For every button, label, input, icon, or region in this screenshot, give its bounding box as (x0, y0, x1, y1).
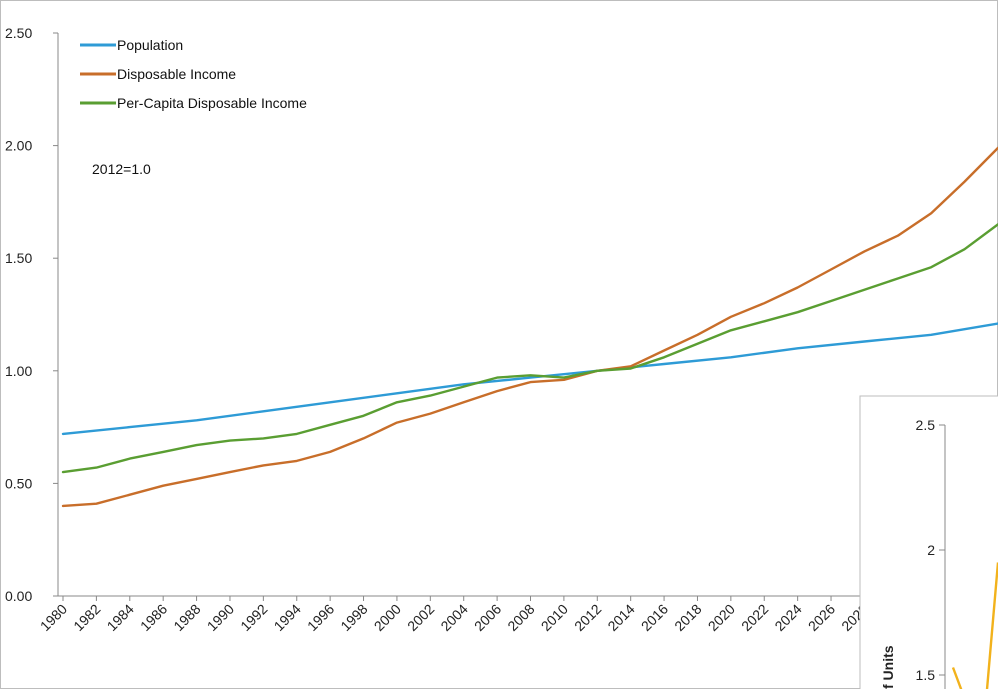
y-tick-label: 2.00 (5, 138, 32, 154)
x-tick-label: 2004 (437, 601, 470, 634)
x-tick-label: 1990 (204, 601, 237, 634)
legend: Population Disposable Income Per-Capita Di… (80, 37, 307, 111)
legend-label-population: Population (117, 37, 183, 53)
x-tick-label: 1982 (70, 601, 103, 634)
x-tick-label: 1988 (170, 601, 203, 634)
inset-y-tick-label: 2.5 (916, 417, 936, 433)
x-tick-label: 2018 (671, 601, 704, 634)
inset-y-axis-label: f Units (880, 645, 896, 689)
inset-y-tick-label: 1.5 (916, 667, 936, 683)
series-line-disposable-income (61, 146, 998, 508)
main-axes (57, 33, 998, 597)
main-ticks: 0.00 0.50 1.00 1.50 2.00 2.50 1980 1982 1984 1986… (5, 25, 938, 634)
x-tick-label: 1986 (137, 601, 170, 634)
x-tick-label: 2012 (571, 601, 604, 634)
x-tick-label: 2010 (538, 601, 571, 634)
inset-y-tick-label: 2 (927, 542, 935, 558)
inset-chart: 1.5 2 2.5 f Units (859, 395, 998, 689)
series-line-per-capita-disposable-income (61, 223, 998, 474)
x-tick-label: 2006 (471, 601, 504, 634)
main-series (61, 146, 998, 508)
y-tick-label: 1.00 (5, 363, 32, 379)
series-line-population (61, 322, 998, 436)
legend-label-per-capita-disposable-income: Per-Capita Disposable Income (117, 95, 307, 111)
y-tick-label: 0.00 (5, 588, 32, 604)
inset-series-line (951, 562, 998, 689)
x-tick-label: 2008 (504, 601, 537, 634)
x-tick-label: 2026 (805, 601, 838, 634)
x-tick-label: 1984 (104, 601, 137, 634)
x-tick-label: 1980 (37, 601, 70, 634)
x-tick-label: 2000 (371, 601, 404, 634)
x-tick-label: 1994 (271, 601, 304, 634)
x-tick-label: 2022 (738, 601, 771, 634)
x-tick-label: 2020 (705, 601, 738, 634)
y-tick-label: 0.50 (5, 475, 32, 491)
x-tick-label: 2016 (638, 601, 671, 634)
x-tick-label: 2014 (604, 601, 637, 634)
x-tick-label: 1992 (237, 601, 270, 634)
y-tick-label: 2.50 (5, 25, 32, 41)
x-tick-label: 2002 (404, 601, 437, 634)
x-tick-label: 2024 (771, 601, 804, 634)
x-tick-label: 1998 (337, 601, 370, 634)
index-note: 2012=1.0 (92, 161, 151, 177)
x-tick-label: 1996 (304, 601, 337, 634)
legend-label-disposable-income: Disposable Income (117, 66, 236, 82)
y-tick-label: 1.50 (5, 250, 32, 266)
inset-frame (859, 395, 998, 689)
